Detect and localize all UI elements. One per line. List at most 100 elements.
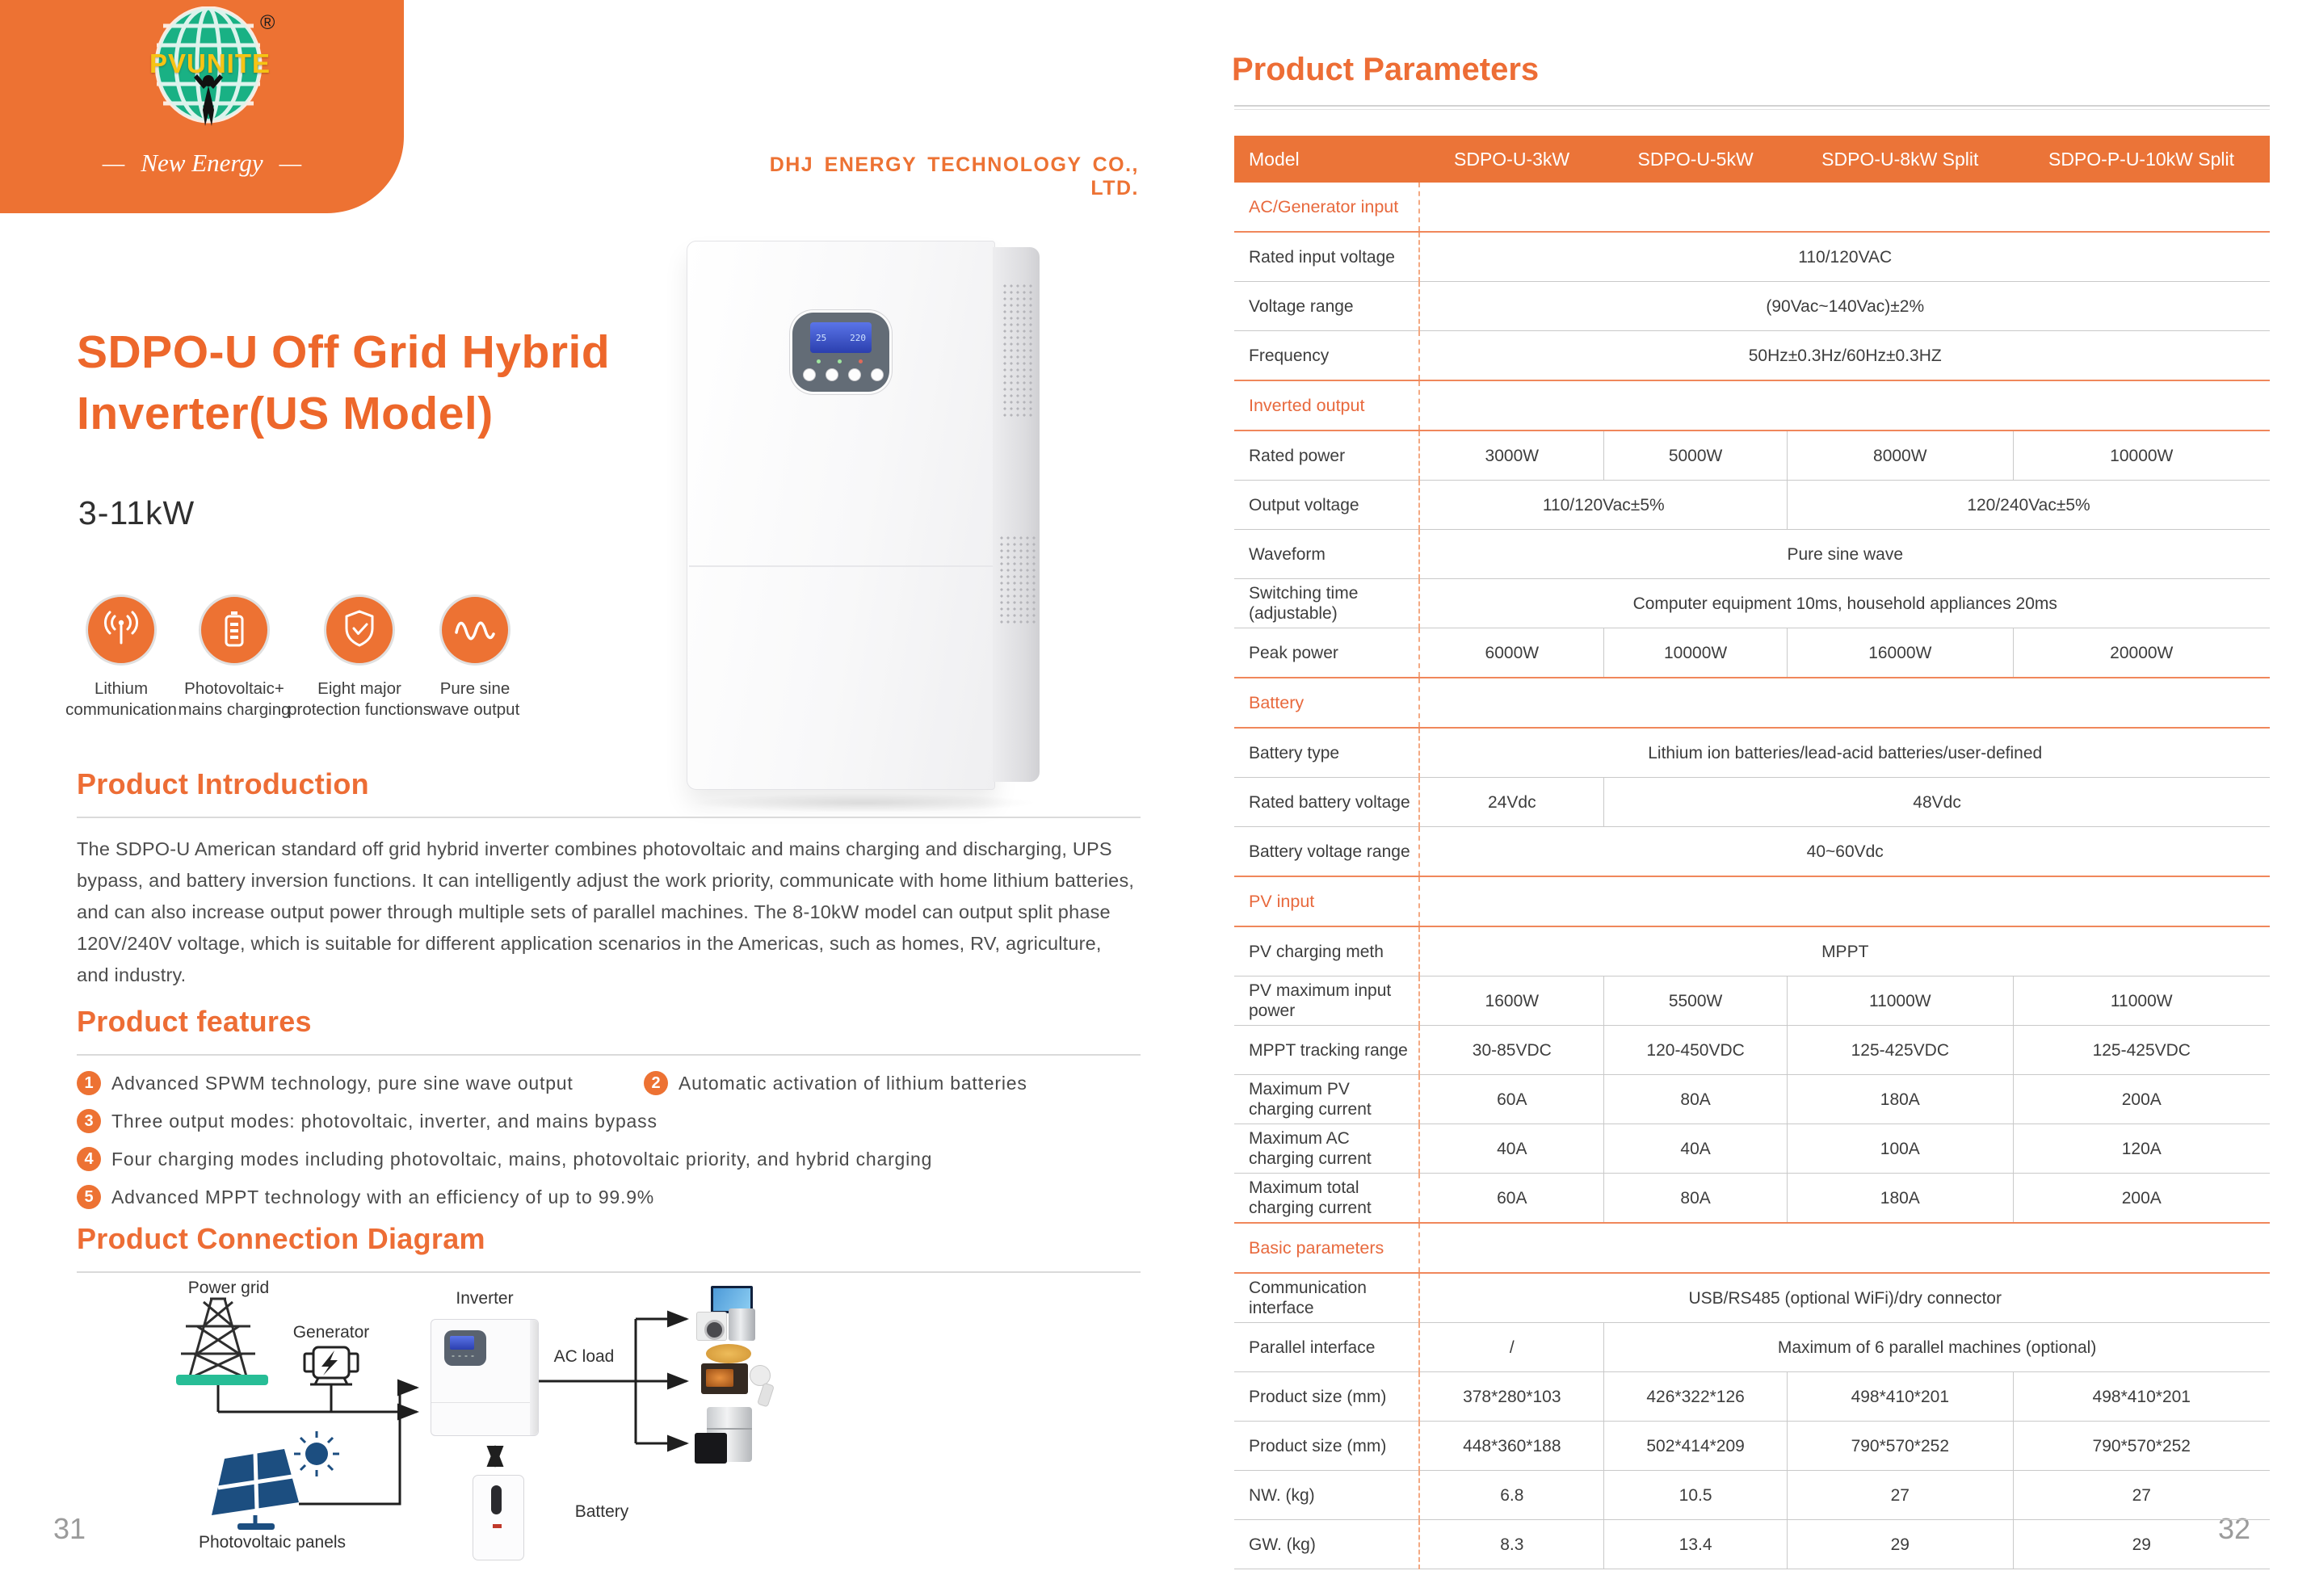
table-row: NW. (kg) 6.8 10.5 27 27 [1234, 1470, 2270, 1520]
intro-rule [77, 817, 1141, 818]
tagline-text: New Energy [141, 149, 263, 177]
param-value: 29 [2012, 1519, 2270, 1569]
tagline-dash-left: — [102, 149, 125, 177]
param-label: Communication interface [1234, 1273, 1421, 1323]
param-label: Peak power [1234, 628, 1421, 678]
badge-circle [86, 594, 157, 666]
param-label: Product size (mm) [1234, 1371, 1421, 1422]
table-header-row: Model SDPO-U-3kW SDPO-U-5kW SDPO-U-8kW Spli… [1234, 136, 2270, 183]
table-row: Voltage range (90Vac~140Vac)±2% [1234, 281, 2270, 331]
feature-item: 1 Advanced SPWM technology, pure sine wav… [77, 1071, 573, 1095]
param-value: 498*410*201 [2012, 1371, 2270, 1422]
param-value: 200A [2012, 1173, 2270, 1224]
param-label: Voltage range [1234, 281, 1421, 331]
table-row: Peak power 6000W 10000W 16000W 20000W [1234, 628, 2270, 678]
param-value: 13.4 [1603, 1519, 1788, 1569]
diagram-inverter-edge [530, 1320, 538, 1435]
generator-bolt-icon [321, 1350, 338, 1376]
param-value: 40A [1603, 1124, 1788, 1174]
table-row: Parallel interface / Maximum of 6 parallel… [1234, 1322, 2270, 1372]
table-row: Product size (mm) 448*360*188 502*414*209 7… [1234, 1421, 2270, 1471]
param-label: Maximum total charging current [1234, 1173, 1421, 1224]
param-value: 120/240Vac±5% [1787, 480, 2270, 530]
oven-icon [701, 1363, 748, 1394]
table-row: MPPT tracking range 30-85VDC 120-450VDC 125… [1234, 1025, 2270, 1075]
section-title: PV input [1234, 876, 1421, 927]
param-value: Pure sine wave [1419, 529, 2270, 579]
page-number-left: 31 [53, 1512, 86, 1545]
table-row: Output voltage 110/120Vac±5% 120/240Vac±5% [1234, 480, 2270, 530]
feature-item: 3 Three output modes: photovoltaic, inver… [77, 1109, 658, 1133]
param-value: 5500W [1603, 976, 1788, 1026]
power-range: 3-11kW [78, 494, 195, 531]
param-value: 10000W [2012, 430, 2270, 481]
param-value: 11000W [1787, 976, 2014, 1026]
param-value: 1600W [1419, 976, 1604, 1026]
param-label: NW. (kg) [1234, 1470, 1421, 1520]
table-row: Rated power 3000W 5000W 8000W 10000W [1234, 430, 2270, 481]
button-exit [871, 368, 884, 381]
section-row: PV input [1234, 876, 2270, 927]
param-value: Lithium ion batteries/lead-acid batterie… [1419, 728, 2270, 778]
param-value: 790*570*252 [1787, 1421, 2014, 1471]
brand-header-block: PVUNITE ® — New Energy — [0, 0, 404, 213]
label-battery: Battery [574, 1502, 629, 1521]
table-row: Battery type Lithium ion batteries/lead-a… [1234, 728, 2270, 778]
param-value: Maximum of 6 parallel machines (optional… [1603, 1322, 2270, 1372]
section-row: Inverted output [1234, 380, 2270, 431]
column-header-1: SDPO-U-3kW [1419, 136, 1604, 183]
feature-text: Four charging modes including photovolta… [111, 1148, 933, 1170]
parameters-heading: Product Parameters [1232, 52, 1540, 87]
appliance-cabinet-icon [729, 1308, 755, 1341]
param-label: Parallel interface [1234, 1322, 1421, 1372]
param-label: Battery voltage range [1234, 826, 1421, 877]
diagram-inverter [431, 1319, 539, 1436]
inverter-body: 25 220 [687, 241, 995, 790]
led-fault-icon [859, 359, 863, 363]
label-generator: Generator [292, 1323, 370, 1342]
button-set [803, 368, 816, 381]
diagram-battery-mark [493, 1524, 502, 1528]
diagram-inverter-seam [431, 1402, 538, 1403]
diagram-rule [77, 1271, 1141, 1273]
button-up [826, 368, 838, 381]
param-value: 11000W [2012, 976, 2270, 1026]
param-label: Battery type [1234, 728, 1421, 778]
feature-item: 5 Advanced MPPT technology with an effici… [77, 1185, 654, 1209]
column-header-2: SDPO-U-5kW [1603, 136, 1788, 183]
param-value: 10000W [1603, 628, 1788, 678]
label-ac-load: AC load [553, 1347, 615, 1366]
param-value: 10.5 [1603, 1470, 1788, 1520]
table-row: Maximum AC charging current 40A 40A 100A 120… [1234, 1124, 2270, 1174]
stove-icon [695, 1433, 727, 1464]
washing-machine-icon [696, 1312, 727, 1341]
section-spacer [1419, 183, 2270, 233]
param-value: MPPT [1419, 926, 2270, 976]
param-value: 378*280*103 [1419, 1371, 1604, 1422]
table-row: Switching time (adjustable) Computer equi… [1234, 578, 2270, 628]
feature-text: Advanced SPWM technology, pure sine wave… [111, 1072, 573, 1094]
diagram-heading: Product Connection Diagram [77, 1222, 485, 1255]
param-value: (90Vac~140Vac)±2% [1419, 281, 2270, 331]
param-value: 80A [1603, 1173, 1788, 1224]
param-value: 100A [1787, 1124, 2014, 1174]
product-title-line2: Inverter(US Model) [77, 388, 494, 439]
power-grid-tower-icon [181, 1297, 255, 1378]
param-value: 30-85VDC [1419, 1025, 1604, 1075]
section-spacer [1419, 1223, 2270, 1274]
brand-tagline: — New Energy — [0, 149, 404, 178]
section-title: AC/Generator input [1234, 183, 1421, 233]
param-value: 180A [1787, 1173, 2014, 1224]
param-label: PV charging meth [1234, 926, 1421, 976]
param-label: PV maximum input power [1234, 976, 1421, 1026]
product-title: SDPO-U Off Grid Hybrid Inverter(US Model… [77, 321, 610, 444]
diagram-inverter-panel [444, 1330, 486, 1366]
table-row: Rated input voltage 110/120VAC [1234, 232, 2270, 282]
inverter-control-panel: 25 220 [792, 313, 889, 392]
table-row: Product size (mm) 378*280*103 426*322*126 4… [1234, 1371, 2270, 1422]
label-inverter: Inverter [456, 1289, 514, 1308]
feature-text: Advanced MPPT technology with an efficie… [111, 1186, 655, 1208]
param-value: 60A [1419, 1074, 1604, 1124]
section-title: Battery [1234, 678, 1421, 729]
